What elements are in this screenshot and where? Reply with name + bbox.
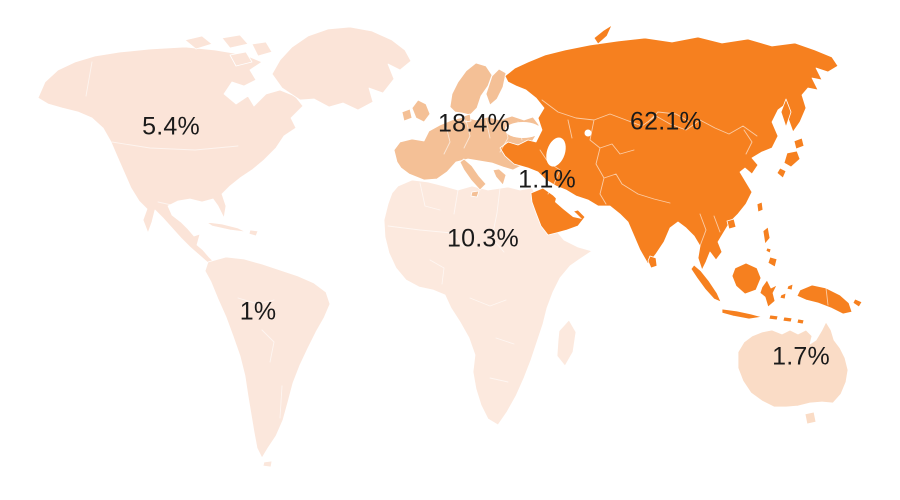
aral-sea (584, 129, 592, 137)
java[interactable] (721, 308, 763, 320)
lesser-sunda-islands[interactable] (768, 314, 805, 325)
country-borders (85, 61, 829, 419)
japan[interactable] (776, 137, 805, 179)
sumatra[interactable] (690, 264, 722, 303)
asia-mainland[interactable] (499, 36, 839, 271)
black-sea (505, 122, 541, 138)
sakhalin[interactable] (780, 98, 792, 128)
sicily[interactable] (470, 190, 480, 198)
caspian-sea (546, 137, 566, 167)
south-america-mainland[interactable] (204, 256, 331, 459)
madagascar[interactable] (556, 319, 577, 367)
africa-mainland[interactable] (383, 179, 593, 426)
hainan[interactable] (726, 218, 737, 230)
finland[interactable] (485, 68, 507, 106)
taiwan[interactable] (756, 201, 764, 213)
label-asia: 62.1% (630, 107, 702, 136)
label-africa: 10.3% (447, 224, 519, 253)
label-north-america: 5.4% (142, 112, 200, 141)
region-europe[interactable] (393, 62, 540, 198)
inland-seas (505, 122, 592, 219)
italy[interactable] (459, 158, 487, 191)
tierra-del-fuego[interactable] (262, 460, 273, 468)
sulawesi[interactable] (759, 279, 778, 308)
label-south-america: 1% (239, 297, 277, 326)
borneo[interactable] (731, 262, 762, 295)
philippines[interactable] (762, 226, 778, 268)
sri-lanka[interactable] (647, 255, 658, 269)
label-middle-east: 1.1% (518, 165, 576, 194)
persian-gulf (555, 198, 582, 219)
great-britain[interactable] (411, 99, 431, 123)
scandinavia[interactable] (449, 62, 493, 116)
region-oceania[interactable] (737, 321, 849, 425)
novaya-zemlya[interactable] (593, 24, 613, 45)
greenland[interactable] (271, 26, 412, 111)
north-america-mainland[interactable] (37, 46, 304, 269)
new-guinea[interactable] (796, 284, 863, 315)
region-africa[interactable] (383, 179, 593, 426)
tasmania[interactable] (804, 411, 817, 425)
region-south-america[interactable] (204, 256, 331, 468)
label-oceania: 1.7% (772, 342, 830, 371)
australia-mainland[interactable] (737, 321, 849, 408)
region-north-america[interactable] (37, 26, 412, 269)
ireland[interactable] (401, 108, 413, 122)
label-europe: 18.4% (438, 109, 510, 138)
caribbean-islands[interactable] (205, 221, 259, 237)
region-asia[interactable] (499, 24, 863, 325)
greece[interactable] (492, 168, 507, 186)
moluccas[interactable] (779, 283, 794, 300)
arctic-islands[interactable] (184, 34, 273, 67)
